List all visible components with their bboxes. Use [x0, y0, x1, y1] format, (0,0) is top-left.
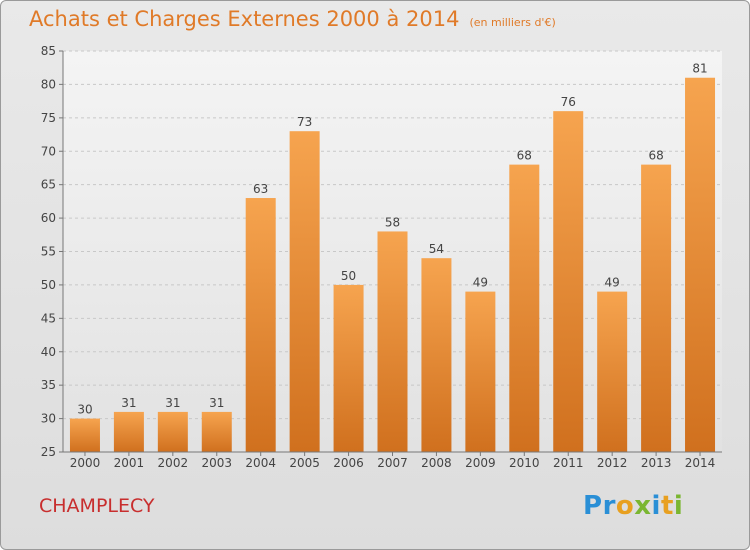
y-tick-label: 40 — [41, 345, 56, 359]
y-tick-label: 35 — [41, 378, 56, 392]
logo-letter: x — [634, 491, 652, 521]
x-tick-label: 2007 — [377, 456, 408, 470]
chart-title: Achats et Charges Externes 2000 à 2014 (e… — [29, 7, 556, 31]
bar — [465, 291, 496, 452]
bar — [333, 284, 364, 452]
x-tick-label: 2012 — [597, 456, 628, 470]
bar-value-label: 50 — [341, 269, 356, 283]
y-axis: 25 30 35 40 45 50 55 60 65 70 75 80 85 — [41, 44, 63, 459]
bar — [421, 258, 452, 452]
x-tick-label: 2014 — [685, 456, 716, 470]
y-tick-label: 65 — [41, 178, 56, 192]
logo-letter: i — [651, 491, 661, 521]
chart-title-text: Achats et Charges Externes 2000 à 2014 — [29, 7, 460, 31]
bar — [201, 411, 232, 452]
bar-value-label: 76 — [561, 95, 576, 109]
y-tick-label: 55 — [41, 245, 56, 259]
proxiti-logo: Proxiti — [583, 491, 683, 521]
bar — [113, 411, 144, 452]
bar — [597, 291, 628, 452]
bar-value-label: 49 — [473, 276, 488, 290]
logo-letter: r — [602, 491, 616, 521]
bar-value-label: 58 — [385, 215, 400, 229]
logo-letter: t — [660, 491, 674, 521]
bar-value-label: 30 — [77, 403, 92, 417]
x-tick-label: 2001 — [114, 456, 145, 470]
chart-subtitle: (en milliers d'€) — [469, 16, 556, 29]
x-tick-label: 2003 — [201, 456, 232, 470]
bar — [157, 411, 188, 452]
x-tick-label: 2013 — [641, 456, 672, 470]
bar — [553, 111, 584, 453]
bar-value-label: 81 — [692, 62, 707, 76]
bar — [377, 231, 408, 452]
y-tick-label: 30 — [41, 412, 56, 426]
bar-value-label: 68 — [648, 149, 663, 163]
y-tick-label: 60 — [41, 211, 56, 225]
x-tick-label: 2005 — [289, 456, 320, 470]
bar-value-label: 31 — [165, 396, 180, 410]
x-tick-label: 2009 — [465, 456, 496, 470]
y-tick-label: 50 — [41, 278, 56, 292]
bar-value-label: 63 — [253, 182, 268, 196]
y-tick-label: 25 — [41, 445, 56, 459]
logo-letter: P — [583, 491, 603, 521]
x-tick-label: 2008 — [421, 456, 452, 470]
x-tick-label: 2000 — [70, 456, 101, 470]
bar-value-label: 73 — [297, 115, 312, 129]
bar — [69, 418, 100, 452]
bar — [509, 164, 540, 452]
y-tick-label: 75 — [41, 111, 56, 125]
x-tick-label: 2002 — [158, 456, 189, 470]
x-axis: 2000 2001 2002 2003 2004 2005 2006 2007 2008 2009… — [70, 452, 716, 470]
y-tick-label: 80 — [41, 77, 56, 91]
x-tick-label: 2011 — [553, 456, 584, 470]
y-tick-label: 70 — [41, 144, 56, 158]
bar-value-label: 31 — [209, 396, 224, 410]
x-tick-label: 2006 — [333, 456, 364, 470]
bar-value-label: 31 — [121, 396, 136, 410]
bars: 30 31 31 31 63 73 50 58 54 49 68 76 49 68 81 — [69, 62, 716, 453]
bar-value-label: 68 — [517, 149, 532, 163]
logo-letter: i — [673, 491, 684, 521]
y-tick-label: 85 — [41, 44, 56, 58]
town-name: CHAMPLECY — [39, 495, 155, 517]
bar — [245, 198, 276, 452]
bar — [289, 131, 320, 452]
x-tick-label: 2004 — [245, 456, 276, 470]
bar — [685, 77, 716, 452]
bar-value-label: 49 — [605, 276, 620, 290]
y-tick-label: 45 — [41, 311, 56, 325]
bar — [641, 164, 672, 452]
logo-letter: o — [615, 491, 635, 521]
x-tick-label: 2010 — [509, 456, 540, 470]
bar-value-label: 54 — [429, 242, 444, 256]
